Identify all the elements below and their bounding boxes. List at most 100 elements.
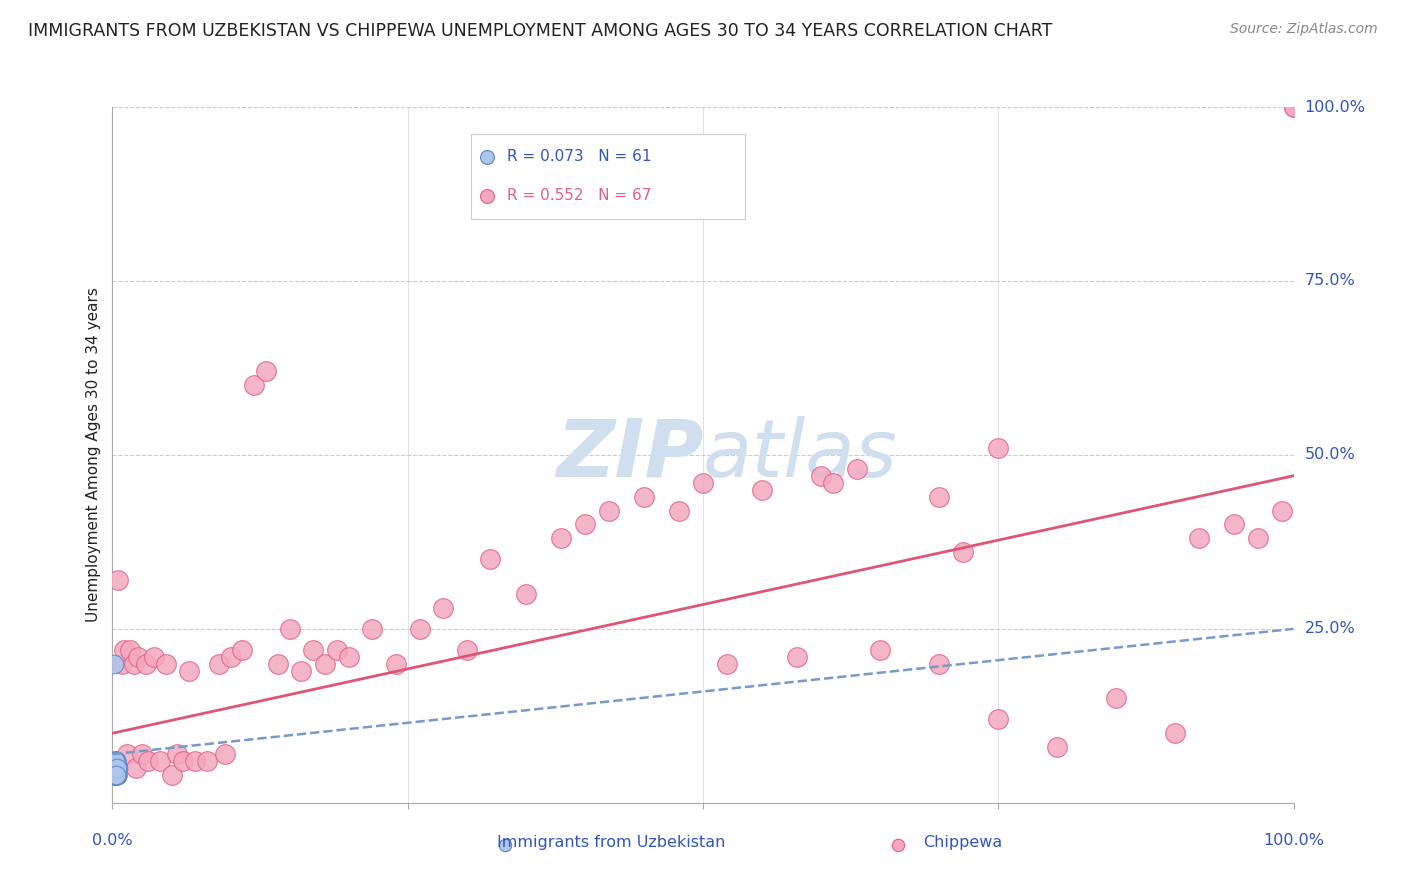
Point [278,622,301,636]
Point [105,768,128,782]
Point [302,642,325,657]
Point [103,768,125,782]
Point [432,601,454,615]
Point [103,761,125,775]
Text: 100.0%: 100.0% [1263,833,1324,848]
Point [104,761,127,775]
Text: Chippewa: Chippewa [924,836,1002,850]
Text: ZIP: ZIP [555,416,703,494]
Point [104,768,127,782]
Point [869,642,891,657]
Point [103,754,125,768]
Point [104,761,127,775]
Point [337,649,360,664]
Point [1282,100,1305,114]
Point [142,649,165,664]
Point [160,768,183,782]
Point [105,768,128,782]
Point [103,657,125,671]
Point [105,761,128,775]
Text: 25.0%: 25.0% [1305,622,1355,636]
Point [105,768,128,782]
Point [104,754,127,768]
Point [104,768,127,782]
Point [214,747,236,761]
Point [105,768,128,782]
Point [105,768,128,782]
Point [477,188,499,202]
Point [751,483,773,497]
Point [716,657,738,671]
Point [104,768,127,782]
Point [105,761,128,775]
Point [208,657,231,671]
Point [290,664,312,678]
Point [326,642,349,657]
Point [105,768,128,782]
Point [115,747,138,761]
Point [104,754,127,768]
Point [231,642,253,657]
Point [105,761,128,775]
Point [887,838,910,852]
Point [105,761,128,775]
Text: atlas: atlas [703,416,898,494]
Point [1046,740,1069,755]
Point [494,838,516,852]
Point [195,754,218,768]
Point [104,761,127,775]
Point [105,768,128,782]
Text: 100.0%: 100.0% [1305,100,1365,114]
Point [515,587,537,601]
Point [103,761,125,775]
Point [456,642,478,657]
Point [633,490,655,504]
Point [574,517,596,532]
Point [477,150,499,164]
Point [668,503,690,517]
Point [105,761,128,775]
Point [104,754,127,768]
Point [172,754,194,768]
Point [135,657,157,671]
Point [111,657,134,671]
Text: 75.0%: 75.0% [1305,274,1355,288]
Point [136,754,159,768]
Text: R = 0.552   N = 67: R = 0.552 N = 67 [506,188,651,203]
Point [120,642,142,657]
Point [1188,532,1211,546]
Point [107,761,129,775]
Point [184,754,207,768]
Point [103,761,125,775]
Point [786,649,808,664]
Point [104,768,127,782]
Point [107,573,129,587]
Point [104,761,127,775]
Point [243,378,266,392]
Point [103,768,125,782]
Point [105,754,128,768]
Point [105,768,128,782]
Point [845,462,868,476]
Y-axis label: Unemployment Among Ages 30 to 34 years: Unemployment Among Ages 30 to 34 years [86,287,101,623]
Point [105,761,128,775]
Point [104,761,127,775]
Text: 0.0%: 0.0% [93,833,132,848]
Point [928,490,950,504]
Point [385,657,408,671]
Point [105,768,128,782]
Text: IMMIGRANTS FROM UZBEKISTAN VS CHIPPEWA UNEMPLOYMENT AMONG AGES 30 TO 34 YEARS CO: IMMIGRANTS FROM UZBEKISTAN VS CHIPPEWA U… [28,22,1053,40]
Point [122,657,145,671]
Point [987,712,1010,726]
Point [810,468,832,483]
Point [1271,503,1294,517]
Point [155,657,177,671]
Point [408,622,430,636]
Point [267,657,290,671]
Point [104,761,127,775]
Point [105,761,128,775]
Point [821,475,844,490]
Point [1223,517,1246,532]
Point [112,642,135,657]
Point [928,657,950,671]
